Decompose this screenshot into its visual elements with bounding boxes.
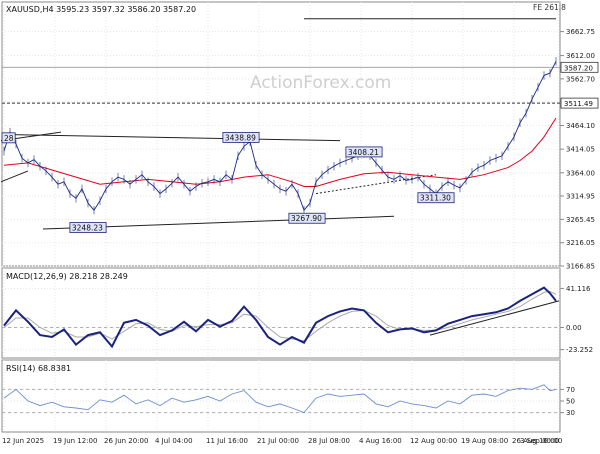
x-tick-label: 12 Aug 00:00 [410, 437, 457, 445]
fib-extension-label: FE 261.8 [533, 3, 566, 12]
price-annotation-label: 28 [4, 134, 14, 143]
x-tick-label: 28 Jul 08:00 [308, 437, 350, 445]
rising-trend-line [0, 170, 29, 183]
grid-layer [2, 2, 564, 432]
x-tick-label: 4 Aug 16:00 [359, 437, 402, 445]
x-tick-label: 19 Aug 08:00 [461, 437, 508, 445]
x-tick-label: 12 Jun 2025 [2, 437, 44, 445]
y-tick-label: 70 [566, 386, 575, 394]
price-panel [1, 1, 561, 267]
x-tick-label: 19 Jun 12:00 [53, 437, 97, 445]
label-layer: 12 Jun 2025 19 Jun 12:00 26 Jun 20:00 4 Jul… [1, 28, 599, 445]
price-annotation-box [69, 222, 107, 233]
y-tick-label: 3166.85 [566, 263, 595, 271]
x-tick-label: 4 Jul 04:00 [155, 437, 193, 445]
series-layer [3, 57, 557, 414]
price-annotation-box [288, 212, 326, 224]
x-tick-label: 21 Jul 00:00 [257, 437, 299, 445]
y-tick-label: 3464.10 [566, 122, 595, 130]
y-tick-label: 50 [566, 398, 575, 406]
level-price-tag: 3511.49 [564, 100, 593, 108]
price-annotation-label: 3248.23 [72, 224, 103, 233]
macd-trend-line [429, 300, 560, 336]
y-tick-label: 3265.45 [566, 216, 595, 224]
y-tick-label: 3364.00 [566, 169, 595, 177]
y-tick-label: 30 [566, 409, 575, 417]
macd-signal-line [3, 290, 557, 342]
price-annotation-label: 3267.90 [291, 214, 322, 223]
price-annotation-box [417, 192, 455, 204]
y-tick-label: 3314.95 [566, 192, 595, 200]
y-tick-label: 3216.05 [566, 239, 595, 247]
macd-main-line [3, 286, 557, 349]
x-tick-label: 11 Jul 16:00 [206, 437, 248, 445]
rsi-line [3, 384, 557, 414]
x-tick-label: 26 Jun 20:00 [104, 437, 148, 445]
price-annotation-box [222, 132, 260, 143]
y-tick-label: -23.252 [566, 346, 593, 354]
macd-title: MACD(12,26,9) 28.218 28.249 [6, 272, 128, 281]
x-tick-label: 3 Sep 00:00 [520, 437, 562, 445]
channel-upper-line [3, 134, 341, 142]
y-tick-label: 3612.00 [566, 52, 595, 60]
current-price-tag-box [560, 61, 599, 73]
y-tick-label: 3562.70 [566, 75, 595, 83]
rsi-title: RSI(14) 68.8381 [6, 364, 71, 373]
price-annotation-label: 3311.30 [420, 194, 451, 203]
trendline-layer [0, 18, 560, 336]
rsi-panel [1, 359, 561, 433]
price-annotation-label: 3408.21 [348, 148, 379, 157]
level-price-tag-box [560, 97, 599, 109]
y-tick-label: 0.00 [566, 324, 582, 332]
y-tick-label: 3662.75 [566, 28, 595, 36]
watermark: ActionForex.com [250, 73, 391, 93]
chart-title: XAUUSD,H4 3595.23 3597.32 3586.20 3587.2… [6, 5, 196, 14]
moving-average-line [3, 117, 557, 187]
price-annotation-box [345, 146, 383, 158]
price-annotation-box [1, 132, 16, 144]
price-annotation-label: 3438.89 [225, 133, 256, 142]
y-tick-label: 3414.05 [566, 146, 595, 154]
x-tick-label: 26 Aug 16:00 [512, 437, 559, 445]
current-price-tag: 3587.20 [564, 64, 593, 72]
y-tick-label: 41.116 [566, 285, 591, 293]
